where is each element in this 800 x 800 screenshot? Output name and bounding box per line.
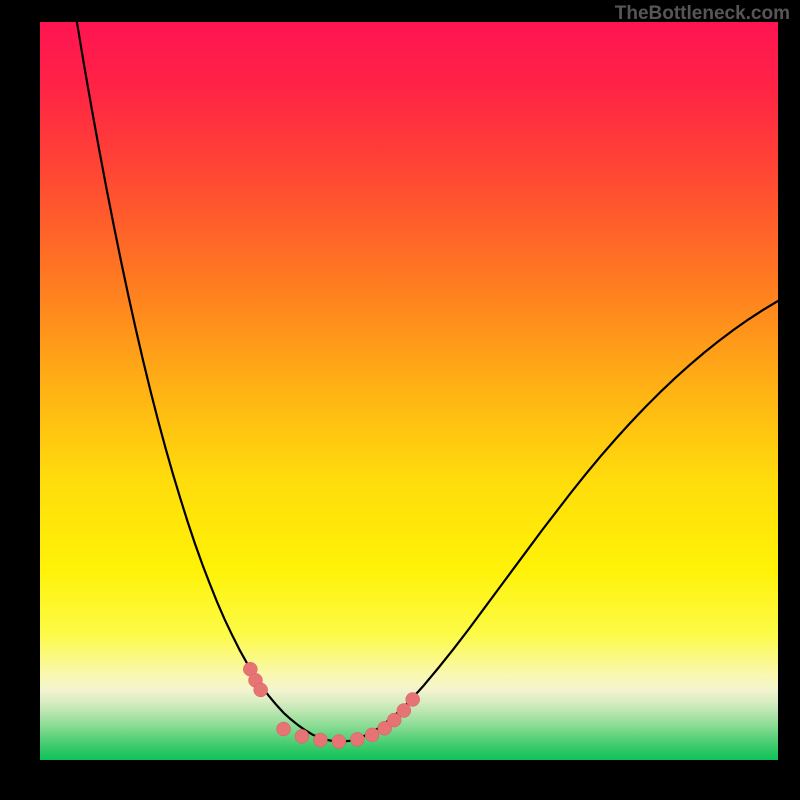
watermark-text: TheBottleneck.com	[615, 3, 790, 25]
data-marker	[406, 692, 420, 706]
data-marker	[365, 728, 379, 742]
data-marker	[350, 732, 364, 746]
data-marker	[277, 722, 291, 736]
data-marker	[332, 735, 346, 749]
data-marker	[254, 683, 268, 697]
data-marker	[313, 733, 327, 747]
data-marker	[397, 704, 411, 718]
plot-area	[40, 22, 778, 760]
chart-svg	[40, 22, 778, 760]
data-marker	[295, 729, 309, 743]
